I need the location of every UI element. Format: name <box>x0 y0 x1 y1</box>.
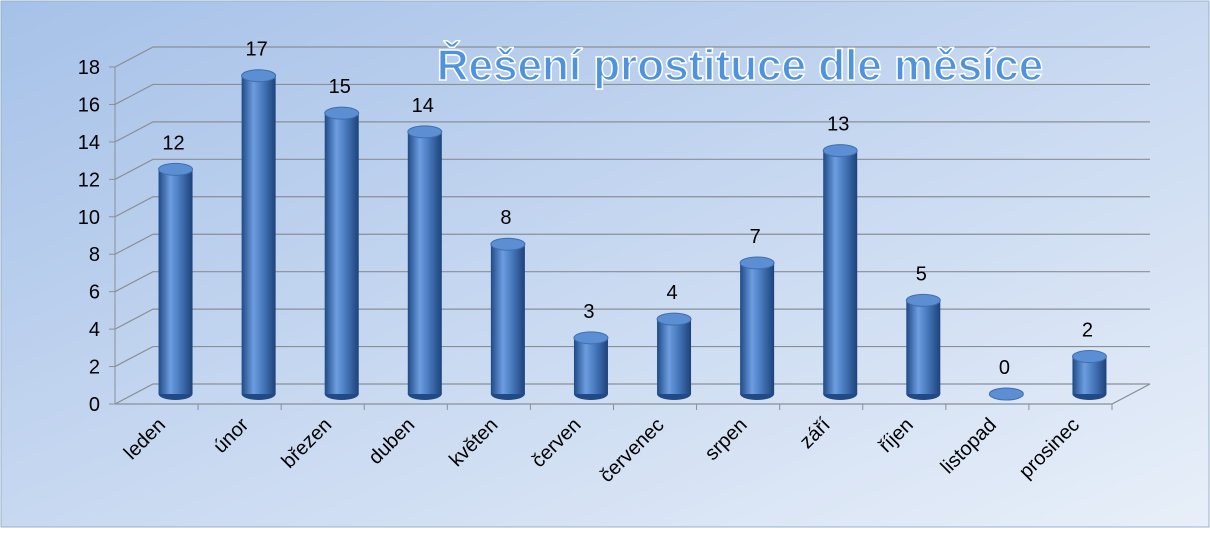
data-label: 3 <box>583 301 594 323</box>
y-tick-label: 16 <box>78 94 100 116</box>
bar <box>158 169 193 394</box>
bar-top <box>988 387 1024 401</box>
bar <box>407 131 442 394</box>
bar <box>740 262 775 394</box>
bar-top <box>490 237 526 251</box>
bar <box>657 319 692 394</box>
bar-top <box>241 69 277 83</box>
grid-line <box>114 46 1150 68</box>
data-label: 5 <box>916 263 927 285</box>
data-label: 14 <box>412 95 434 117</box>
grid-line <box>114 121 1150 143</box>
bar <box>241 75 276 394</box>
bar-top <box>905 293 941 307</box>
y-tick-label: 0 <box>89 394 100 416</box>
data-label: 15 <box>329 76 351 98</box>
grid-line <box>114 271 1150 293</box>
y-tick-label: 4 <box>89 319 100 341</box>
bar-top <box>656 312 692 326</box>
bar <box>906 300 941 394</box>
data-label: 8 <box>500 207 511 229</box>
y-tick-label: 6 <box>89 282 100 304</box>
y-tick-label: 14 <box>78 132 100 154</box>
data-label: 0 <box>999 357 1010 379</box>
data-label: 17 <box>246 39 268 61</box>
grid-line <box>114 196 1150 218</box>
bar-top <box>407 125 443 139</box>
bar-top <box>739 256 775 270</box>
data-label: 7 <box>750 226 761 248</box>
bar-top <box>1071 350 1107 364</box>
y-tick-label: 10 <box>78 207 100 229</box>
grid-line <box>114 158 1150 180</box>
grid-line <box>114 83 1150 105</box>
grid-line <box>114 308 1150 330</box>
bar <box>573 337 608 394</box>
bar <box>324 113 359 395</box>
data-label: 13 <box>827 114 849 136</box>
bar <box>490 244 525 394</box>
y-tick-label: 18 <box>78 57 100 79</box>
bar <box>823 150 858 394</box>
grid-line <box>114 345 1150 368</box>
y-tick-label: 2 <box>89 357 100 379</box>
chart-title: Řešení prostituce dle měsíce <box>437 40 1043 90</box>
bar-top <box>822 144 858 158</box>
y-tick-label: 12 <box>78 169 100 191</box>
data-label: 4 <box>666 282 677 304</box>
data-label: 2 <box>1082 320 1093 342</box>
bar-top <box>158 162 194 176</box>
bar-top <box>324 106 360 120</box>
y-tick-label: 8 <box>89 244 100 266</box>
grid-line <box>114 233 1150 255</box>
data-label: 12 <box>162 132 184 154</box>
grid-line <box>114 383 1150 405</box>
bar-top <box>573 331 609 345</box>
